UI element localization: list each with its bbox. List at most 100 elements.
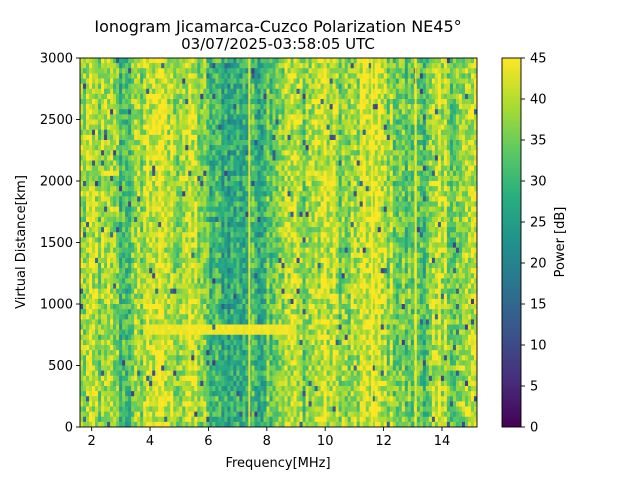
heatmap-cell [221, 160, 225, 167]
heatmap-cell [206, 155, 210, 161]
heatmap-cell [197, 175, 201, 182]
heatmap-cell [224, 150, 228, 156]
heatmap-cell [200, 99, 204, 105]
heatmap-cell [209, 63, 213, 69]
heatmap-cell [215, 119, 219, 126]
heatmap-cell [230, 140, 234, 146]
heatmap-cell [371, 160, 376, 167]
heatmap-cell [434, 63, 439, 69]
heatmap-cell [281, 124, 285, 131]
heatmap-cell [410, 232, 415, 238]
heatmap-cell [401, 78, 406, 85]
heatmap-cell [458, 206, 463, 213]
heatmap-cell [410, 150, 415, 156]
heatmap-cell [455, 181, 460, 187]
heatmap-cell [407, 104, 412, 110]
heatmap-cell [362, 201, 367, 208]
heatmap-cell [83, 191, 87, 197]
heatmap-cell [443, 145, 448, 151]
heatmap-cell [98, 119, 102, 126]
heatmap-cell [182, 165, 186, 172]
heatmap-cell [281, 134, 285, 141]
heatmap-cell [455, 201, 460, 208]
heatmap-cell [191, 165, 195, 172]
heatmap-cell [425, 196, 430, 202]
heatmap-cell [449, 160, 454, 167]
heatmap-cell [191, 160, 195, 167]
heatmap-cell [245, 93, 249, 100]
heatmap-cell [443, 88, 448, 95]
heatmap-cell [419, 165, 424, 172]
heatmap-cell [269, 242, 273, 249]
heatmap-cell [293, 181, 297, 187]
heatmap-cell [329, 222, 334, 228]
heatmap-cell [455, 145, 460, 151]
heatmap-cell [455, 129, 460, 136]
heatmap-cell [233, 114, 237, 120]
heatmap-cell [353, 242, 358, 249]
heatmap-cell [326, 165, 331, 172]
heatmap-cell [113, 206, 117, 213]
heatmap-cell [191, 104, 195, 110]
heatmap-cell [377, 175, 382, 182]
heatmap-cell [464, 181, 469, 187]
heatmap-cell [380, 186, 385, 192]
heatmap-cell [191, 140, 195, 146]
heatmap-cell [293, 150, 297, 156]
heatmap-cell [350, 232, 355, 238]
heatmap-cell [383, 196, 388, 202]
heatmap-cell [371, 93, 376, 100]
heatmap-cell [395, 247, 400, 254]
heatmap-cell [281, 222, 285, 228]
heatmap-cell [455, 63, 460, 69]
heatmap-cell [176, 129, 180, 136]
heatmap-cell [470, 63, 475, 69]
heatmap-cell [371, 216, 376, 223]
heatmap-cell [266, 93, 270, 100]
heatmap-cell [227, 242, 231, 249]
heatmap-cell [194, 73, 198, 79]
heatmap-cell [80, 114, 84, 120]
heatmap-cell [167, 242, 171, 249]
heatmap-cell [188, 129, 192, 136]
heatmap-cell [341, 83, 346, 90]
heatmap-cell [278, 232, 282, 238]
heatmap-cell [221, 78, 225, 85]
heatmap-cell [281, 155, 285, 161]
heatmap-cell [449, 216, 454, 223]
heatmap-cell [467, 232, 472, 238]
heatmap-cell [464, 99, 469, 105]
heatmap-cell [389, 165, 394, 172]
heatmap-cell [116, 216, 120, 223]
heatmap-cell [212, 99, 216, 105]
heatmap-cell [428, 88, 433, 95]
heatmap-cell [233, 124, 237, 131]
heatmap-cell [173, 165, 177, 172]
heatmap-cell [188, 165, 192, 172]
heatmap-cell [317, 83, 322, 90]
heatmap-cell [242, 201, 246, 208]
heatmap-cell [125, 145, 129, 151]
heatmap-cell [464, 191, 469, 197]
heatmap-cell [389, 247, 394, 254]
heatmap-cell [239, 119, 243, 126]
heatmap-cell [419, 232, 424, 238]
heatmap-cell [452, 216, 457, 223]
heatmap-cell [272, 170, 276, 177]
heatmap-cell [224, 99, 228, 105]
heatmap-cell [425, 104, 430, 110]
heatmap-cell [386, 155, 391, 161]
heatmap-cell [323, 181, 328, 187]
heatmap-cell [176, 170, 180, 177]
heatmap-cell [461, 58, 466, 64]
heatmap-cell [389, 191, 394, 197]
heatmap-cell [161, 78, 165, 85]
heatmap-cell [230, 83, 234, 90]
heatmap-cell [155, 196, 159, 202]
heatmap-cell [332, 140, 337, 146]
heatmap-cell [263, 83, 267, 90]
heatmap-cell [458, 186, 463, 192]
heatmap-cell [122, 129, 126, 136]
heatmap-cell [464, 109, 469, 115]
heatmap-cell [461, 124, 466, 131]
